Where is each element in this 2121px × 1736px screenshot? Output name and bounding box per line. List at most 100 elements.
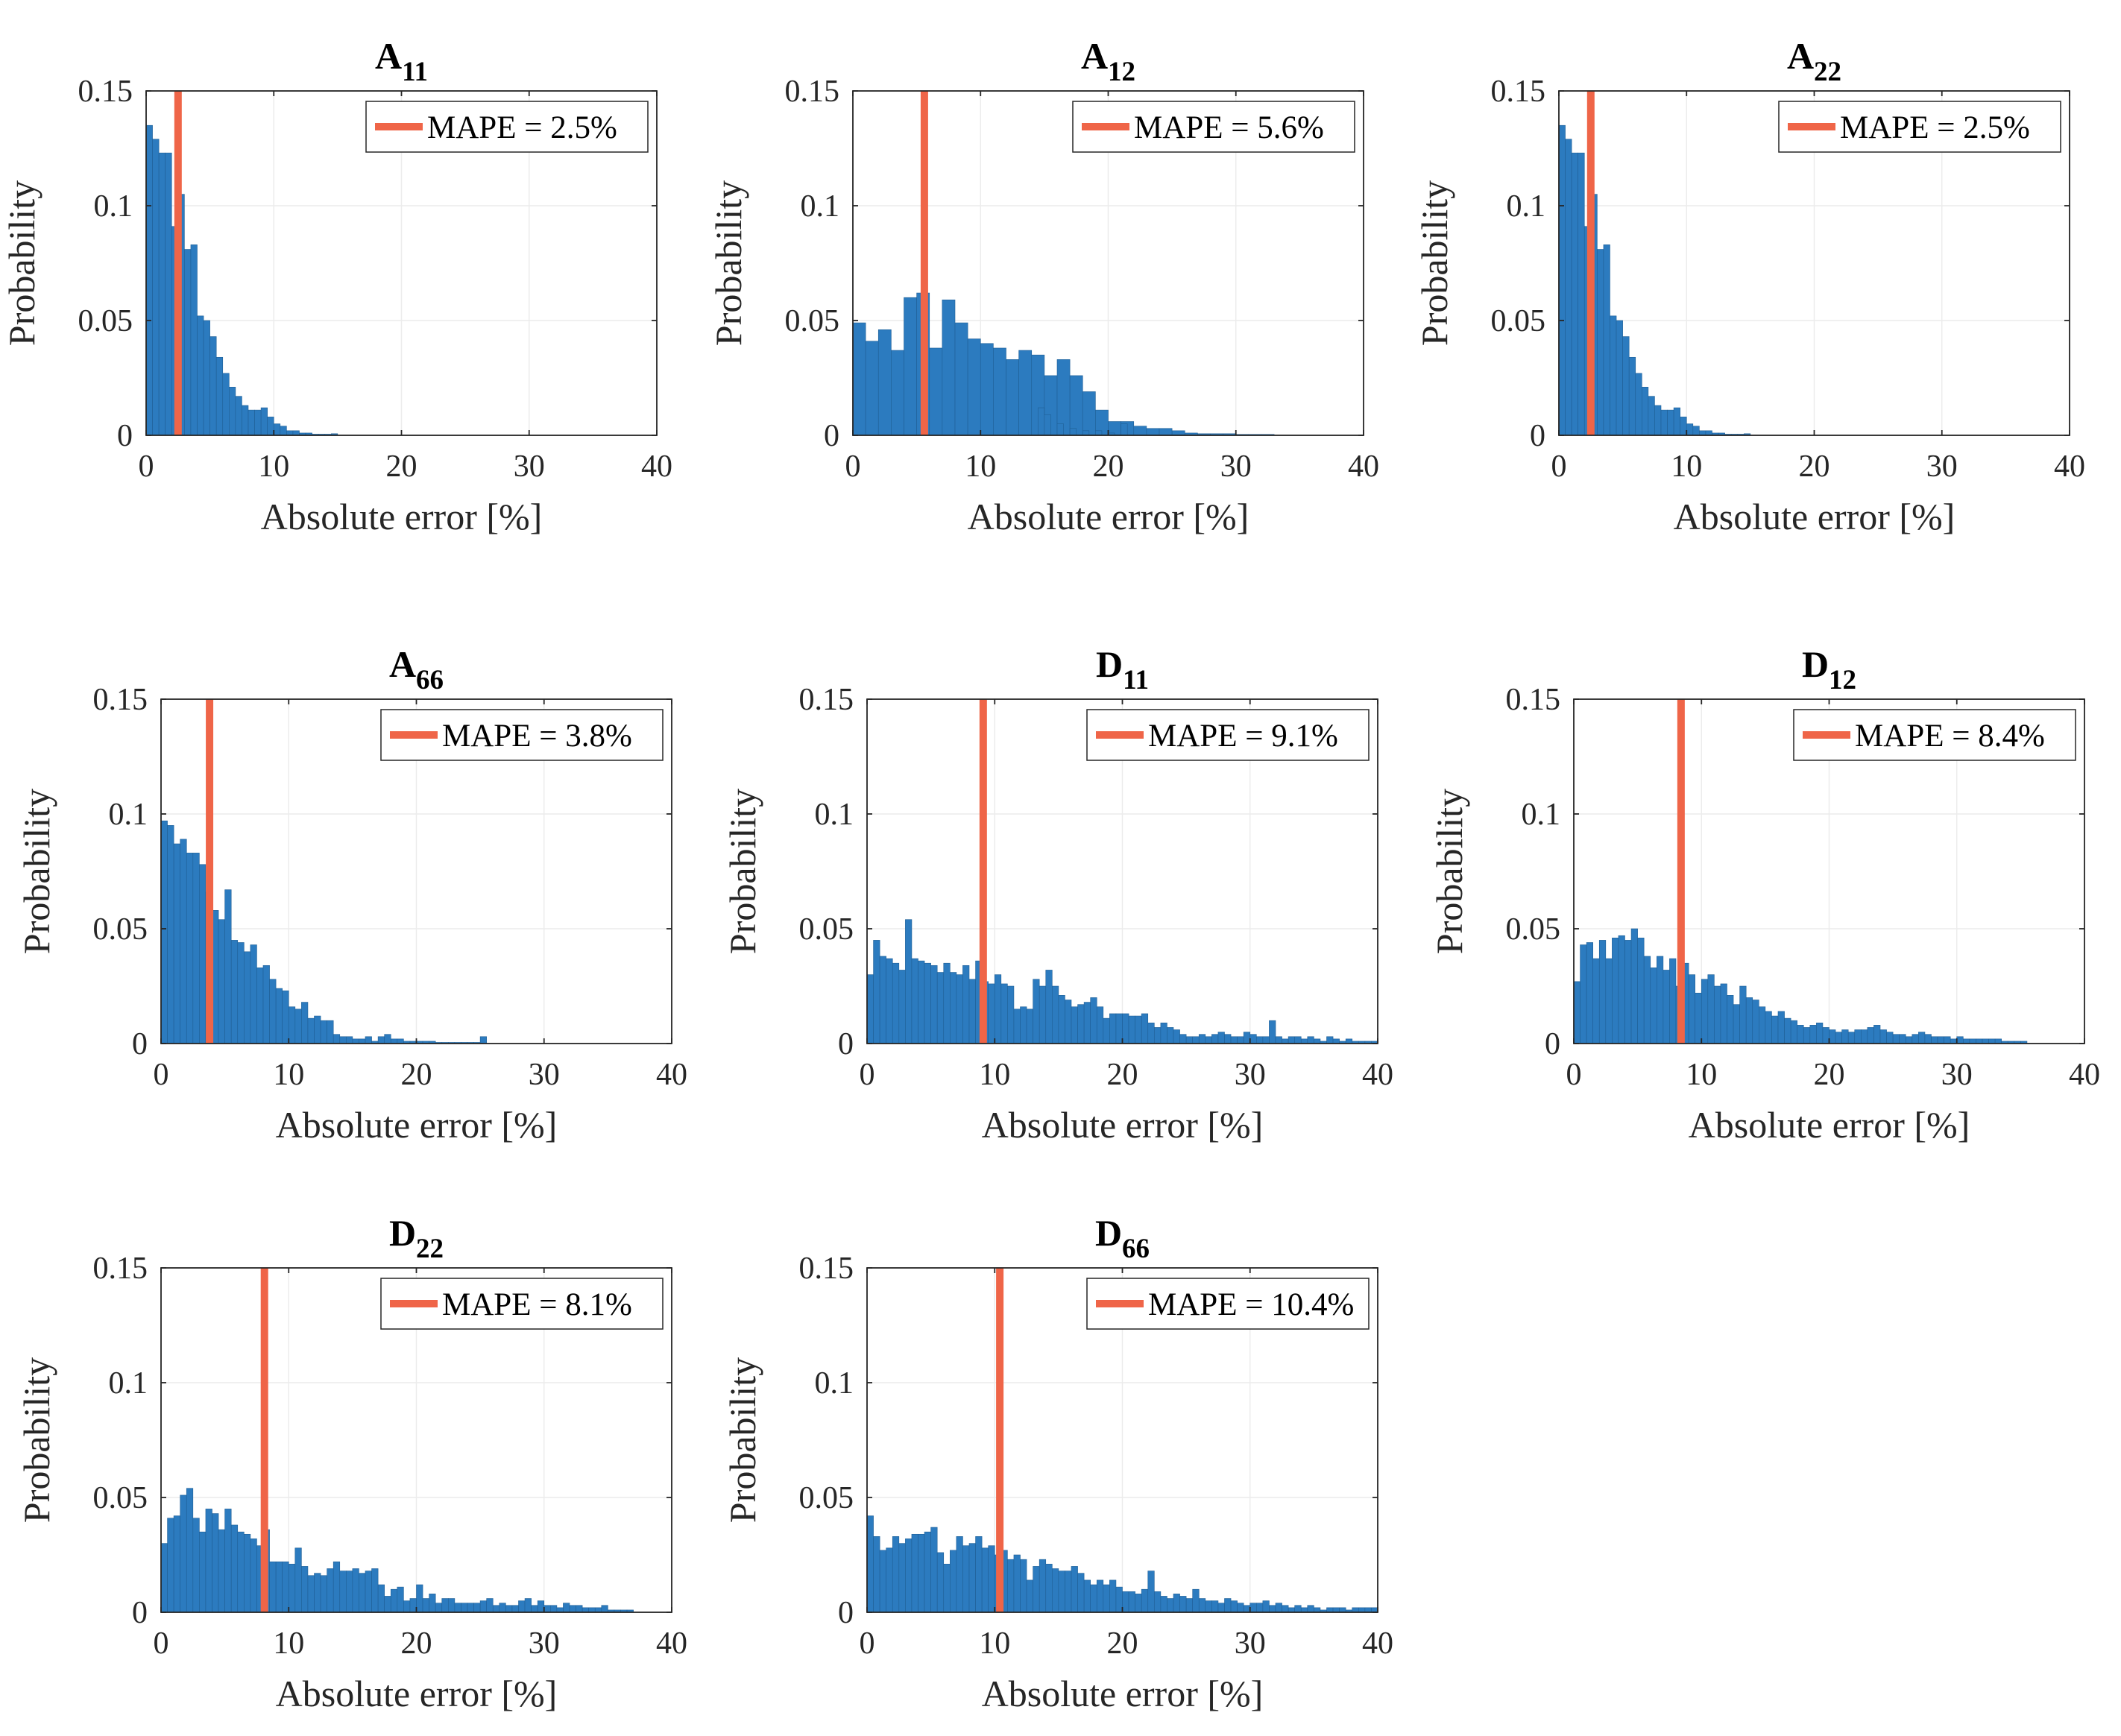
histogram-bar: [1198, 1598, 1206, 1613]
histogram-bar: [1013, 1009, 1021, 1044]
histogram-bar: [260, 407, 268, 436]
histogram-bar: [1141, 1013, 1149, 1044]
y-tick-label: 0: [838, 1596, 854, 1630]
legend: MAPE = 10.4%: [1086, 1278, 1370, 1330]
panel-d22: 0 10 20 30 40 0 0.05 0.1 0.15 Absolute error [%] P…: [16, 1212, 687, 1714]
histogram-bar: [282, 990, 289, 1044]
histogram-bar: [582, 1607, 589, 1613]
histogram-bar: [184, 249, 192, 436]
histogram-bar: [1963, 1038, 1970, 1044]
histogram-bar: [294, 1009, 302, 1044]
histogram-bar: [1777, 1011, 1785, 1044]
histogram-bar: [1288, 1036, 1295, 1044]
histogram-bar: [968, 979, 976, 1044]
histogram-bar: [911, 1533, 918, 1613]
histogram-bar: [1326, 1607, 1334, 1613]
panel-d66: 0 10 20 30 40 0 0.05 0.1 0.15 Absolute error [%] P…: [722, 1212, 1393, 1714]
title-letter: D: [1096, 643, 1123, 685]
histogram-bar: [1135, 1015, 1142, 1044]
histogram-bar: [1950, 1038, 1958, 1044]
x-tick-label: 40: [1362, 1058, 1393, 1092]
y-tick-label: 0.05: [799, 1481, 854, 1515]
histogram-bar: [301, 1002, 309, 1044]
histogram-bar: [1994, 1038, 2002, 1044]
histogram-bar: [1654, 405, 1662, 436]
histogram-bar: [1121, 423, 1128, 436]
histogram-bar: [1663, 970, 1670, 1044]
x-tick-label: 10: [273, 1626, 304, 1661]
legend-label: MAPE = 10.4%: [1148, 1287, 1354, 1322]
histogram-bar: [1669, 958, 1677, 1044]
histogram-bar: [1007, 985, 1015, 1044]
x-tick-label: 20: [386, 449, 417, 484]
histogram-bar: [1733, 1004, 1740, 1044]
histogram-bar: [930, 965, 938, 1044]
histogram-bar: [1648, 396, 1655, 436]
title-letter: D: [1095, 1212, 1122, 1254]
y-tick-label: 0.1: [801, 189, 840, 224]
y-tick-label: 0.15: [93, 1252, 148, 1286]
x-axis-label: Absolute error [%]: [968, 496, 1249, 537]
y-axis-label: Probability: [707, 180, 749, 346]
histogram-bar: [1044, 414, 1051, 436]
title-subscript: 22: [1814, 57, 1841, 87]
histogram-bar: [186, 853, 194, 1044]
histogram-bar: [390, 1588, 398, 1613]
panel-a66: 0 10 20 30 40 0 0.05 0.1 0.15 Absolute error [%] P…: [16, 643, 687, 1146]
histogram-bar: [873, 1536, 880, 1613]
histogram-bar: [218, 1529, 225, 1613]
histogram-bar: [352, 1568, 359, 1613]
bar-series: [866, 1515, 1378, 1613]
histogram-bar: [1332, 1607, 1340, 1613]
histogram-bar: [1759, 1006, 1766, 1044]
histogram-bar: [499, 1603, 506, 1613]
y-tick-label: 0.15: [78, 75, 133, 109]
histogram-bar: [1765, 1011, 1772, 1044]
histogram-bar: [244, 1533, 251, 1613]
x-tick-label: 0: [1566, 1058, 1582, 1092]
histogram-bar: [186, 1488, 194, 1613]
histogram-bar: [1230, 1036, 1238, 1044]
histogram-bar: [877, 329, 892, 436]
legend-label: MAPE = 8.4%: [1855, 719, 2045, 754]
y-tick-label: 0.1: [1522, 798, 1561, 832]
histogram-bar: [429, 1594, 436, 1613]
histogram-bar: [1618, 935, 1625, 1044]
histogram-bar: [1082, 430, 1090, 436]
histogram-bar: [1052, 1568, 1059, 1613]
histogram-bar: [397, 1586, 404, 1613]
histogram-bar: [569, 1605, 576, 1613]
histogram-bar: [461, 1603, 468, 1613]
histogram-bar: [1167, 1027, 1174, 1044]
y-tick-label: 0.05: [78, 304, 133, 338]
histogram-bar: [1173, 1029, 1180, 1044]
histogram-bar: [1944, 1036, 1951, 1044]
histogram-bar: [237, 942, 245, 1044]
histogram-bar: [1982, 1038, 1989, 1044]
histogram-bar: [956, 1536, 963, 1613]
y-tick-label: 0.15: [799, 1252, 854, 1286]
histogram-bar: [473, 1603, 481, 1613]
x-axis-label: Absolute error [%]: [261, 496, 543, 537]
histogram-bar: [352, 1038, 359, 1044]
histogram-bar: [1867, 1027, 1874, 1044]
histogram-bar: [1854, 1029, 1862, 1044]
histogram-bar: [1635, 373, 1642, 436]
histogram-bar: [1039, 985, 1047, 1044]
histogram-bar: [1624, 940, 1632, 1044]
histogram-bar: [1873, 1025, 1881, 1044]
histogram-bar: [968, 1543, 976, 1613]
x-tick-label: 30: [529, 1626, 560, 1661]
histogram-bar: [1058, 995, 1065, 1044]
bar-series: [852, 292, 1275, 436]
histogram-bar: [1300, 1607, 1308, 1613]
histogram-bar: [262, 965, 270, 1044]
histogram-bar: [1784, 1017, 1791, 1044]
histogram-bar: [160, 820, 168, 1044]
histogram-bar: [282, 1561, 289, 1613]
histogram-bar: [1065, 1571, 1072, 1613]
histogram-bar: [1082, 391, 1096, 436]
histogram-bar: [1058, 1571, 1065, 1613]
histogram-bar: [1039, 1559, 1047, 1613]
x-tick-label: 20: [1814, 1058, 1845, 1092]
